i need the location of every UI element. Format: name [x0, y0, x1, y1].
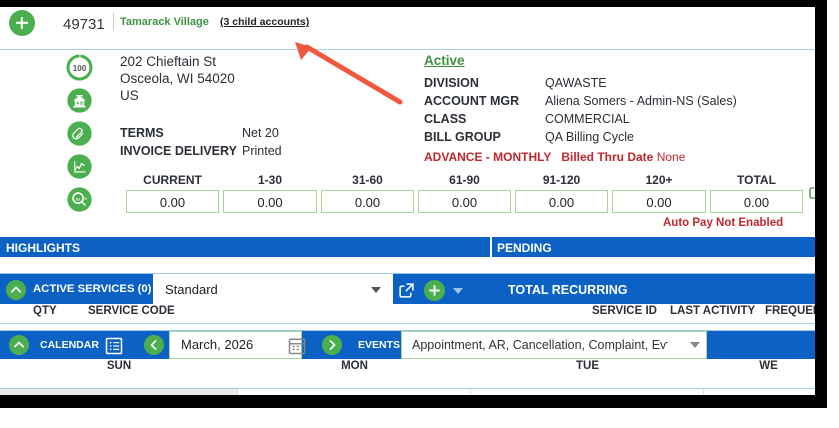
svg-text:01: 01 — [76, 197, 81, 202]
svg-text:100: 100 — [73, 64, 87, 73]
